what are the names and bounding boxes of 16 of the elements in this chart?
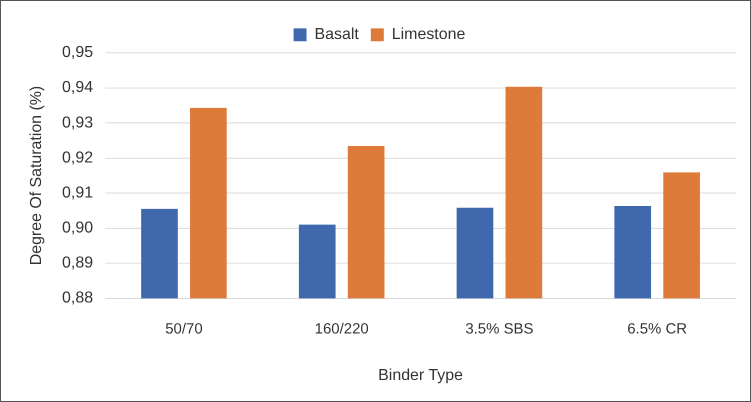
legend-label: Limestone	[392, 26, 466, 44]
y-tick-label: 0,89	[62, 254, 94, 272]
x-tick-label: 6.5% CR	[627, 320, 688, 338]
x-tick-label: 160/220	[314, 320, 369, 338]
y-axis-title: Degree Of Saturation (%)	[28, 86, 45, 266]
y-tick-label: 0,88	[62, 290, 94, 307]
y-tick-label: 0,94	[62, 79, 94, 96]
y-tick-label: 0,95	[62, 44, 94, 62]
y-tick-label: 0,92	[62, 149, 94, 166]
y-tick-label: 0,93	[62, 114, 94, 132]
x-axis-title: Binder Type	[378, 366, 464, 384]
y-tick-label: 0,91	[62, 184, 94, 202]
y-tick-label: 0,90	[62, 220, 94, 237]
x-tick-label: 50/70	[165, 320, 203, 338]
legend-label: Basalt	[314, 26, 360, 44]
x-tick-label: 3.5% SBS	[465, 320, 534, 338]
